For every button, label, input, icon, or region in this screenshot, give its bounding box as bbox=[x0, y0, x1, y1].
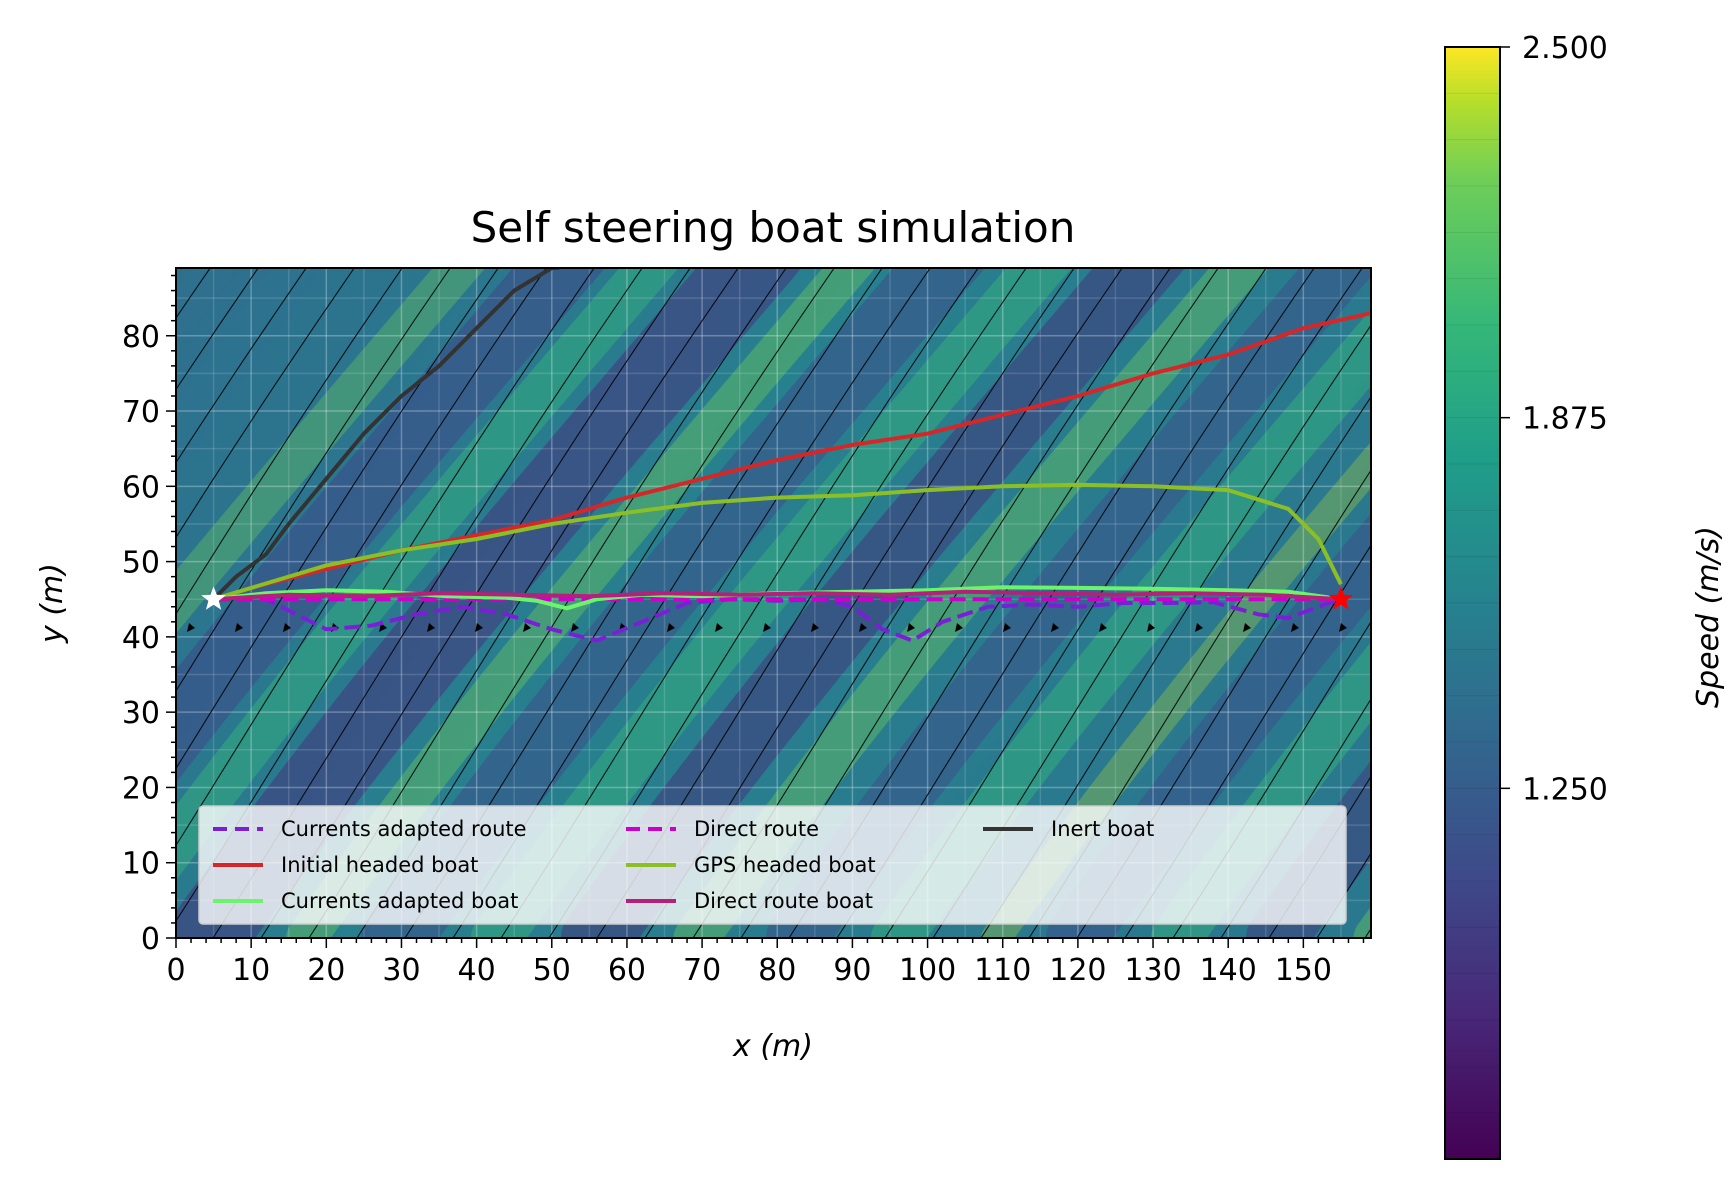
colorbar-label: Speed (m/s) bbox=[1691, 526, 1726, 708]
colorbar-bands bbox=[1445, 92, 1500, 1114]
colorbar-ticks: 1.250 1.875 2.500 bbox=[1500, 31, 1608, 807]
streamline bbox=[176, 268, 499, 770]
streamline-arrow bbox=[955, 623, 963, 632]
streamline bbox=[176, 268, 259, 391]
x-tick-label: 150 bbox=[1275, 953, 1332, 988]
x-tick-label: 120 bbox=[1049, 953, 1106, 988]
streamline-arrow bbox=[907, 623, 915, 632]
streamline-arrow bbox=[1051, 623, 1059, 632]
colorbar-gradient bbox=[1445, 47, 1500, 1159]
streamline-arrow bbox=[523, 623, 531, 632]
plot-frame bbox=[175, 267, 1372, 939]
x-tick-label: 50 bbox=[533, 953, 571, 988]
endpoint-markers bbox=[201, 586, 1354, 610]
x-tick-label: 80 bbox=[758, 953, 796, 988]
streamline-arrow bbox=[571, 623, 579, 632]
streamline-arrow bbox=[1195, 623, 1203, 632]
streamline-arrow bbox=[235, 623, 243, 632]
y-tick-label: 0 bbox=[141, 922, 160, 957]
streamline bbox=[176, 268, 307, 464]
x-tick-label: 90 bbox=[833, 953, 871, 988]
legend-label: Inert boat bbox=[1051, 817, 1154, 841]
x-tick-label: 70 bbox=[683, 953, 721, 988]
heatmap-band bbox=[1246, 760, 1371, 938]
y-tick-label: 40 bbox=[122, 621, 160, 656]
x-tick-label: 10 bbox=[232, 953, 270, 988]
heatmap-band bbox=[176, 268, 486, 634]
y-axis-label: y (m) bbox=[35, 563, 70, 644]
streamline-arrow bbox=[1099, 623, 1107, 632]
series-line bbox=[213, 482, 1343, 602]
y-tick-label: 50 bbox=[122, 546, 160, 581]
x-tick-label: 30 bbox=[382, 953, 420, 988]
y-tick-label: 20 bbox=[122, 771, 160, 806]
streamline bbox=[0, 228, 190, 958]
streamline-arrow bbox=[859, 623, 867, 632]
streamline-arrow bbox=[1291, 623, 1299, 632]
x-axis-ticks: 0 10 20 30 40 50 60 70 80 90 100 110 120 130 140 150 bbox=[166, 938, 1365, 988]
streamline-arrow bbox=[427, 623, 435, 632]
streamline bbox=[176, 268, 547, 847]
x-tick-label: 20 bbox=[307, 953, 345, 988]
y-axis-ticks: 0 10 20 30 40 50 60 70 80 bbox=[122, 274, 176, 957]
x-tick-label: 40 bbox=[458, 953, 496, 988]
x-tick-label: 60 bbox=[608, 953, 646, 988]
streamline-arrow bbox=[1147, 623, 1155, 632]
x-tick-label: 100 bbox=[899, 953, 956, 988]
y-tick-label: 60 bbox=[122, 470, 160, 505]
legend-label: Currents adapted route bbox=[281, 817, 527, 841]
streamline bbox=[176, 268, 355, 539]
streamline-arrow bbox=[1243, 623, 1251, 632]
heatmap-band bbox=[1353, 906, 1371, 938]
streamline bbox=[1316, 852, 1371, 938]
colorbar-tick-label: 2.500 bbox=[1522, 31, 1608, 66]
streamline bbox=[176, 268, 403, 615]
series-line bbox=[213, 585, 1342, 611]
y-tick-label: 30 bbox=[122, 696, 160, 731]
heatmap-band bbox=[176, 268, 605, 783]
colorbar-frame bbox=[1444, 46, 1501, 1160]
legend-box bbox=[198, 805, 1347, 925]
end-marker bbox=[1328, 586, 1354, 610]
y-tick-label: 10 bbox=[122, 847, 160, 882]
streamline bbox=[176, 268, 451, 692]
x-tick-label: 130 bbox=[1124, 953, 1181, 988]
colorbar-tick-label: 1.875 bbox=[1522, 402, 1608, 437]
colorbar-tick-label: 1.250 bbox=[1522, 772, 1608, 807]
x-axis-label: x (m) bbox=[732, 1029, 813, 1064]
legend-label: Direct route bbox=[694, 817, 819, 841]
streamline-arrow bbox=[187, 623, 195, 632]
y-tick-label: 70 bbox=[122, 395, 160, 430]
streamline-arrow bbox=[1339, 623, 1347, 632]
x-tick-label: 140 bbox=[1200, 953, 1257, 988]
x-tick-label: 0 bbox=[166, 953, 185, 988]
series-line bbox=[212, 268, 560, 601]
streamline-arrow bbox=[763, 623, 771, 632]
plot-area bbox=[0, 228, 1371, 958]
colorbar: 1.250 1.875 2.500 Speed (m/s) bbox=[1444, 31, 1726, 1160]
legend-label: GPS headed boat bbox=[694, 853, 876, 877]
start-marker bbox=[201, 586, 226, 610]
legend-label: Initial headed boat bbox=[281, 853, 478, 877]
streamline-arrow bbox=[667, 623, 675, 632]
streamline-arrow bbox=[475, 623, 483, 632]
series-lines bbox=[212, 268, 1371, 643]
streamline bbox=[0, 228, 142, 958]
streamline-arrow bbox=[283, 623, 291, 632]
series-line bbox=[213, 589, 1342, 602]
streamline-arrow bbox=[1003, 623, 1011, 632]
legend-label: Direct route boat bbox=[694, 889, 873, 913]
legend-label: Currents adapted boat bbox=[281, 889, 518, 913]
y-tick-label: 80 bbox=[122, 320, 160, 355]
chart-title: Self steering boat simulation bbox=[471, 203, 1076, 252]
legend: Currents adapted route Initial headed boa… bbox=[213, 817, 1154, 913]
streamline bbox=[1364, 927, 1371, 938]
x-tick-label: 110 bbox=[974, 953, 1031, 988]
streamline-arrow bbox=[811, 623, 819, 632]
streamline-arrow bbox=[715, 623, 723, 632]
